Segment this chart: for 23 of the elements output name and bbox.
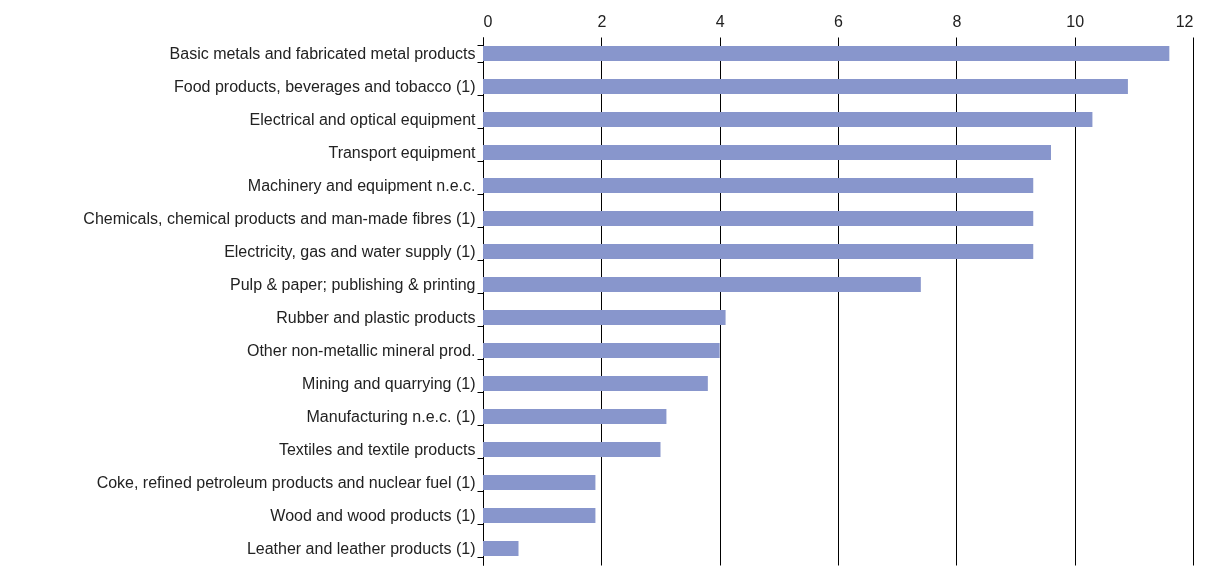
y-tick-label: Textiles and textile products	[278, 441, 476, 458]
y-tick-label: Basic metals and fabricated metal products	[169, 45, 476, 62]
y-tick-label: Other non-metallic mineral prod.	[246, 342, 476, 359]
y-tick-label: Machinery and equipment n.e.c.	[247, 177, 476, 194]
y-tick-label: Pulp & paper; publishing & printing	[230, 276, 476, 293]
x-tick-label: 4	[715, 12, 725, 30]
y-tick-label: Chemicals, chemical products and man-made fibres (1)	[83, 210, 476, 227]
x-tick-label: 12	[1175, 12, 1194, 30]
y-tick-label: Electricity, gas and water supply (1)	[224, 243, 476, 260]
y-tick-label: Rubber and plastic products	[276, 309, 476, 326]
y-tick-label: Wood and wood products (1)	[270, 507, 476, 524]
x-tick-label: 10	[1066, 12, 1085, 30]
y-tick-label: Mining and quarrying (1)	[302, 375, 476, 392]
x-tick-label: 0	[483, 12, 493, 30]
x-tick-label: 6	[834, 12, 844, 30]
y-tick-label: Leather and leather products (1)	[246, 540, 476, 557]
x-tick-label: 2	[597, 12, 607, 30]
y-tick-label: Transport equipment	[328, 144, 477, 161]
y-tick-label: Coke, refined petroleum products and nuclear fuel (1)	[96, 474, 476, 491]
y-tick-label: Electrical and optical equipment	[249, 111, 477, 128]
y-tick-label: Manufacturing n.e.c. (1)	[306, 408, 476, 425]
y-tick-label: Food products, beverages and tobacco (1)	[173, 78, 476, 95]
x-tick-label: 8	[952, 12, 962, 30]
